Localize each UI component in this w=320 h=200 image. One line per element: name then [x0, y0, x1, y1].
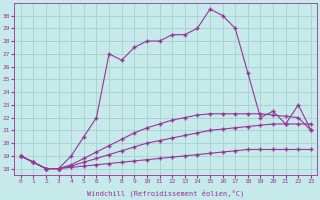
X-axis label: Windchill (Refroidissement éolien,°C): Windchill (Refroidissement éolien,°C): [87, 190, 244, 197]
